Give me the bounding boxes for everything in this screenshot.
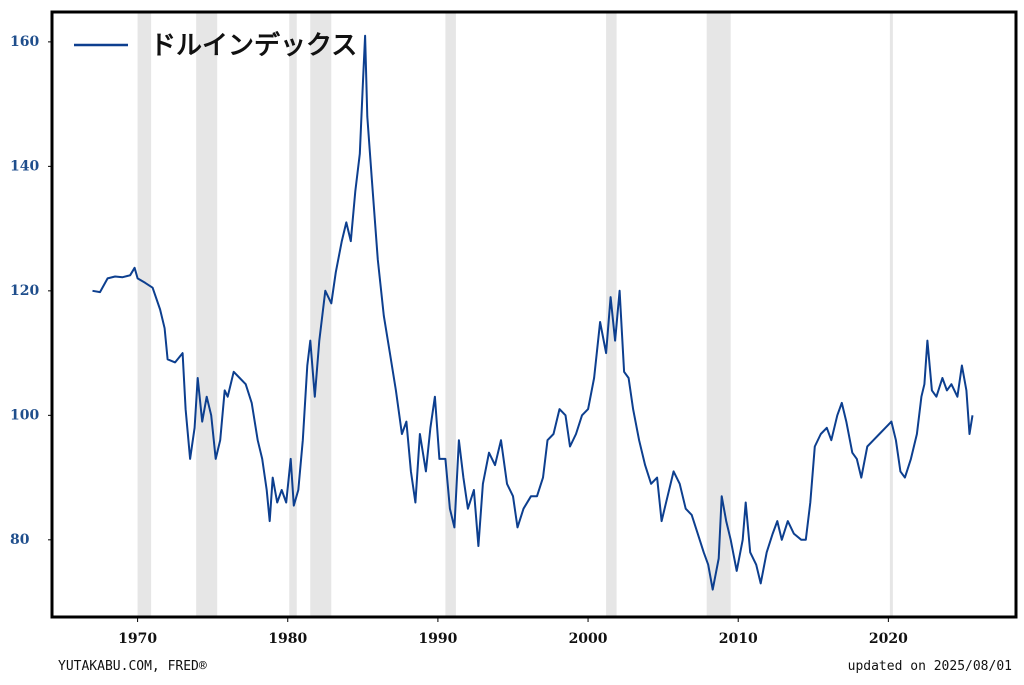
x-tick-label: 1990 bbox=[418, 631, 457, 647]
y-tick-label: 80 bbox=[10, 532, 30, 548]
source: YUTAKABU.COM, FRED® bbox=[58, 659, 207, 674]
y-tick-label: 140 bbox=[10, 158, 39, 174]
series-line bbox=[92, 34, 974, 591]
recession-band bbox=[445, 13, 456, 616]
y-tick-label: 120 bbox=[10, 283, 39, 299]
recession-band bbox=[196, 13, 218, 616]
recession-band bbox=[889, 13, 893, 616]
x-tick-label: 2020 bbox=[869, 631, 908, 647]
y-tick-label: 100 bbox=[10, 407, 39, 423]
x-tick-label: 1980 bbox=[268, 631, 307, 647]
x-tick-label: 1970 bbox=[118, 631, 157, 647]
updated: updated on 2025/08/01 bbox=[848, 659, 1012, 674]
recession-band bbox=[606, 13, 617, 616]
recession-band bbox=[289, 13, 297, 616]
recession-band bbox=[706, 13, 731, 616]
recession-band bbox=[310, 13, 332, 616]
x-tick-label: 2010 bbox=[719, 631, 758, 647]
legend-label: ドルインデックス bbox=[150, 30, 357, 61]
x-tick-label: 2000 bbox=[569, 631, 608, 647]
recession-band bbox=[137, 13, 152, 616]
y-tick-label: 160 bbox=[10, 34, 39, 50]
